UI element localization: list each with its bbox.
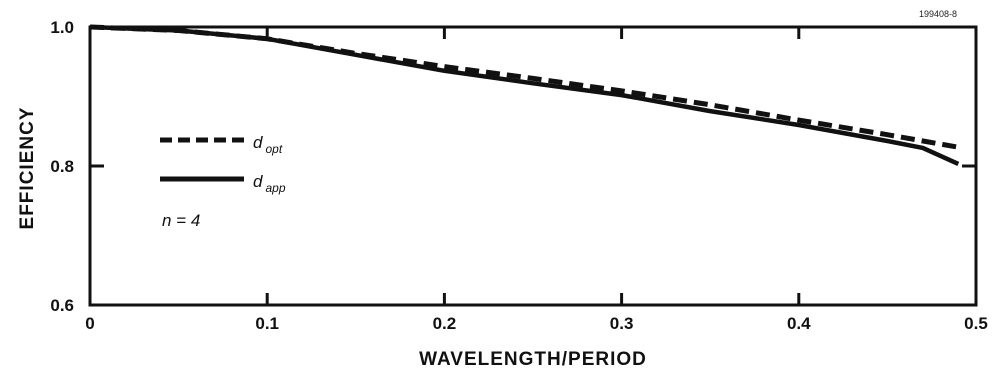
y-tick-label: 0.6 [50, 296, 74, 315]
x-axis-ticks: 0 0.1 0.2 0.3 0.4 0.5 [85, 27, 988, 333]
x-tick-label: 0 [85, 314, 94, 333]
series-line-app [89, 24, 960, 166]
x-tick-label: 0.3 [610, 314, 634, 333]
annotation-n: n = 4 [162, 211, 200, 230]
series-lines [89, 24, 960, 166]
y-axis-title: EFFICIENCY [17, 107, 38, 230]
x-axis-title: WAVELENGTH/PERIOD [419, 349, 647, 370]
x-tick-label: 0.1 [255, 314, 279, 333]
figure-id: 199408-8 [919, 9, 957, 19]
legend: d opt d app n = 4 [160, 133, 286, 230]
x-tick-label: 0.4 [787, 314, 811, 333]
plot-frame [88, 25, 978, 307]
y-axis-ticks: 0.6 0.8 1.0 [50, 18, 976, 315]
x-tick-label: 0.2 [433, 314, 457, 333]
y-tick-label: 0.8 [50, 157, 74, 176]
legend-label-d-opt: d opt [253, 133, 283, 156]
legend-label-d-app: d app [253, 172, 286, 195]
x-tick-label: 0.5 [964, 314, 988, 333]
y-tick-label: 1.0 [50, 18, 74, 37]
